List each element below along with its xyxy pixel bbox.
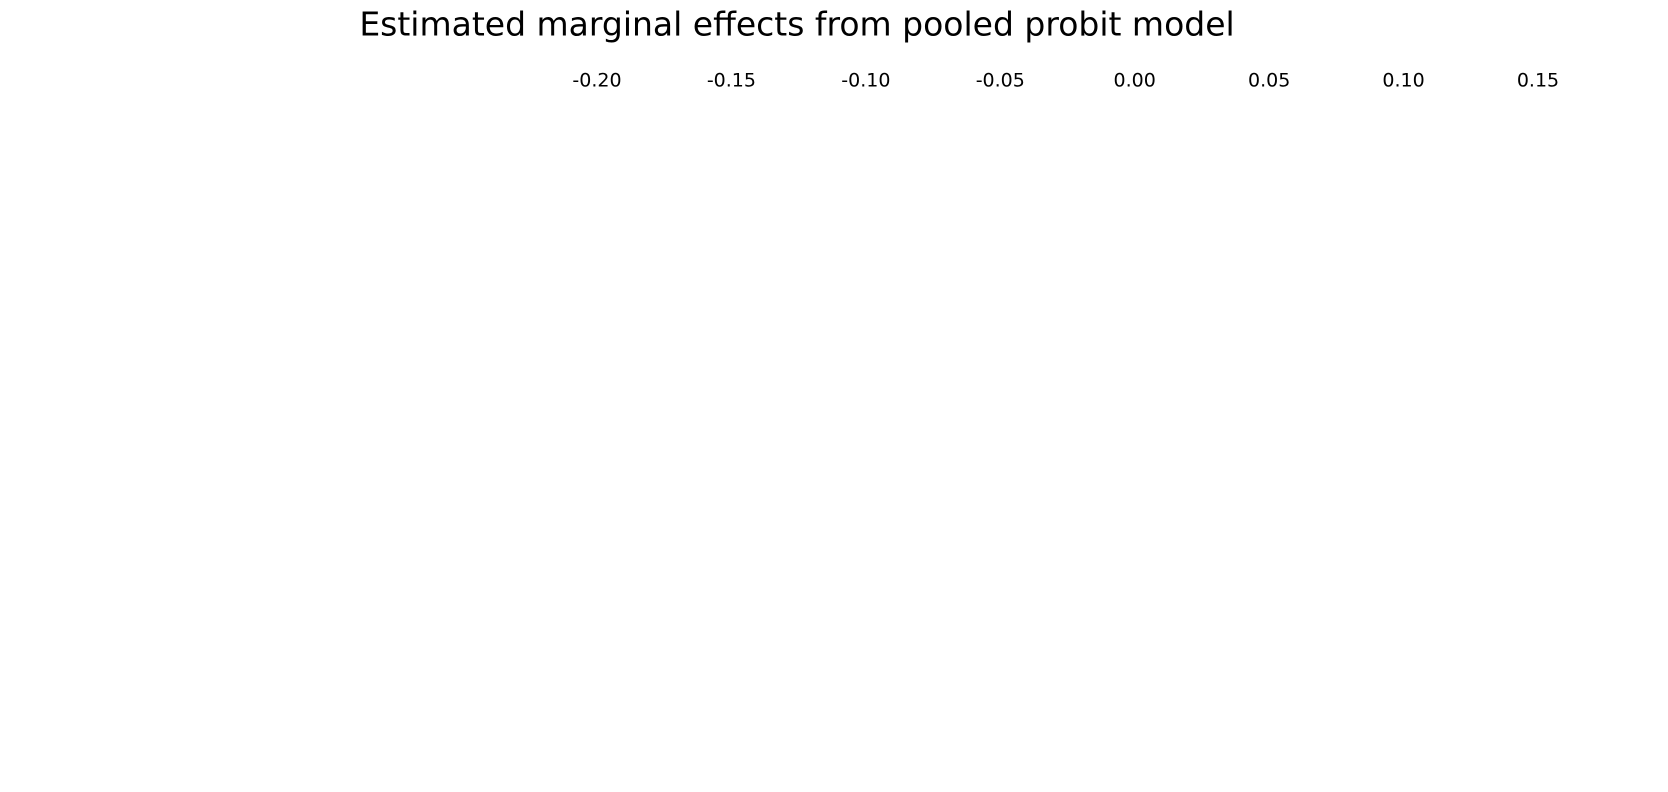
x-tick-label: -0.20 [572,70,621,92]
x-tick-label: -0.05 [976,70,1025,92]
x-tick-label: 0.15 [1517,70,1559,92]
x-tick-label: -0.10 [841,70,890,92]
x-tick-label: -0.15 [707,70,756,92]
x-tick-label: 0.00 [1114,70,1156,92]
chart-title: Estimated marginal effects from pooled p… [359,5,1234,44]
x-tick-label: 0.05 [1248,70,1290,92]
x-tick-label: 0.10 [1382,70,1424,92]
